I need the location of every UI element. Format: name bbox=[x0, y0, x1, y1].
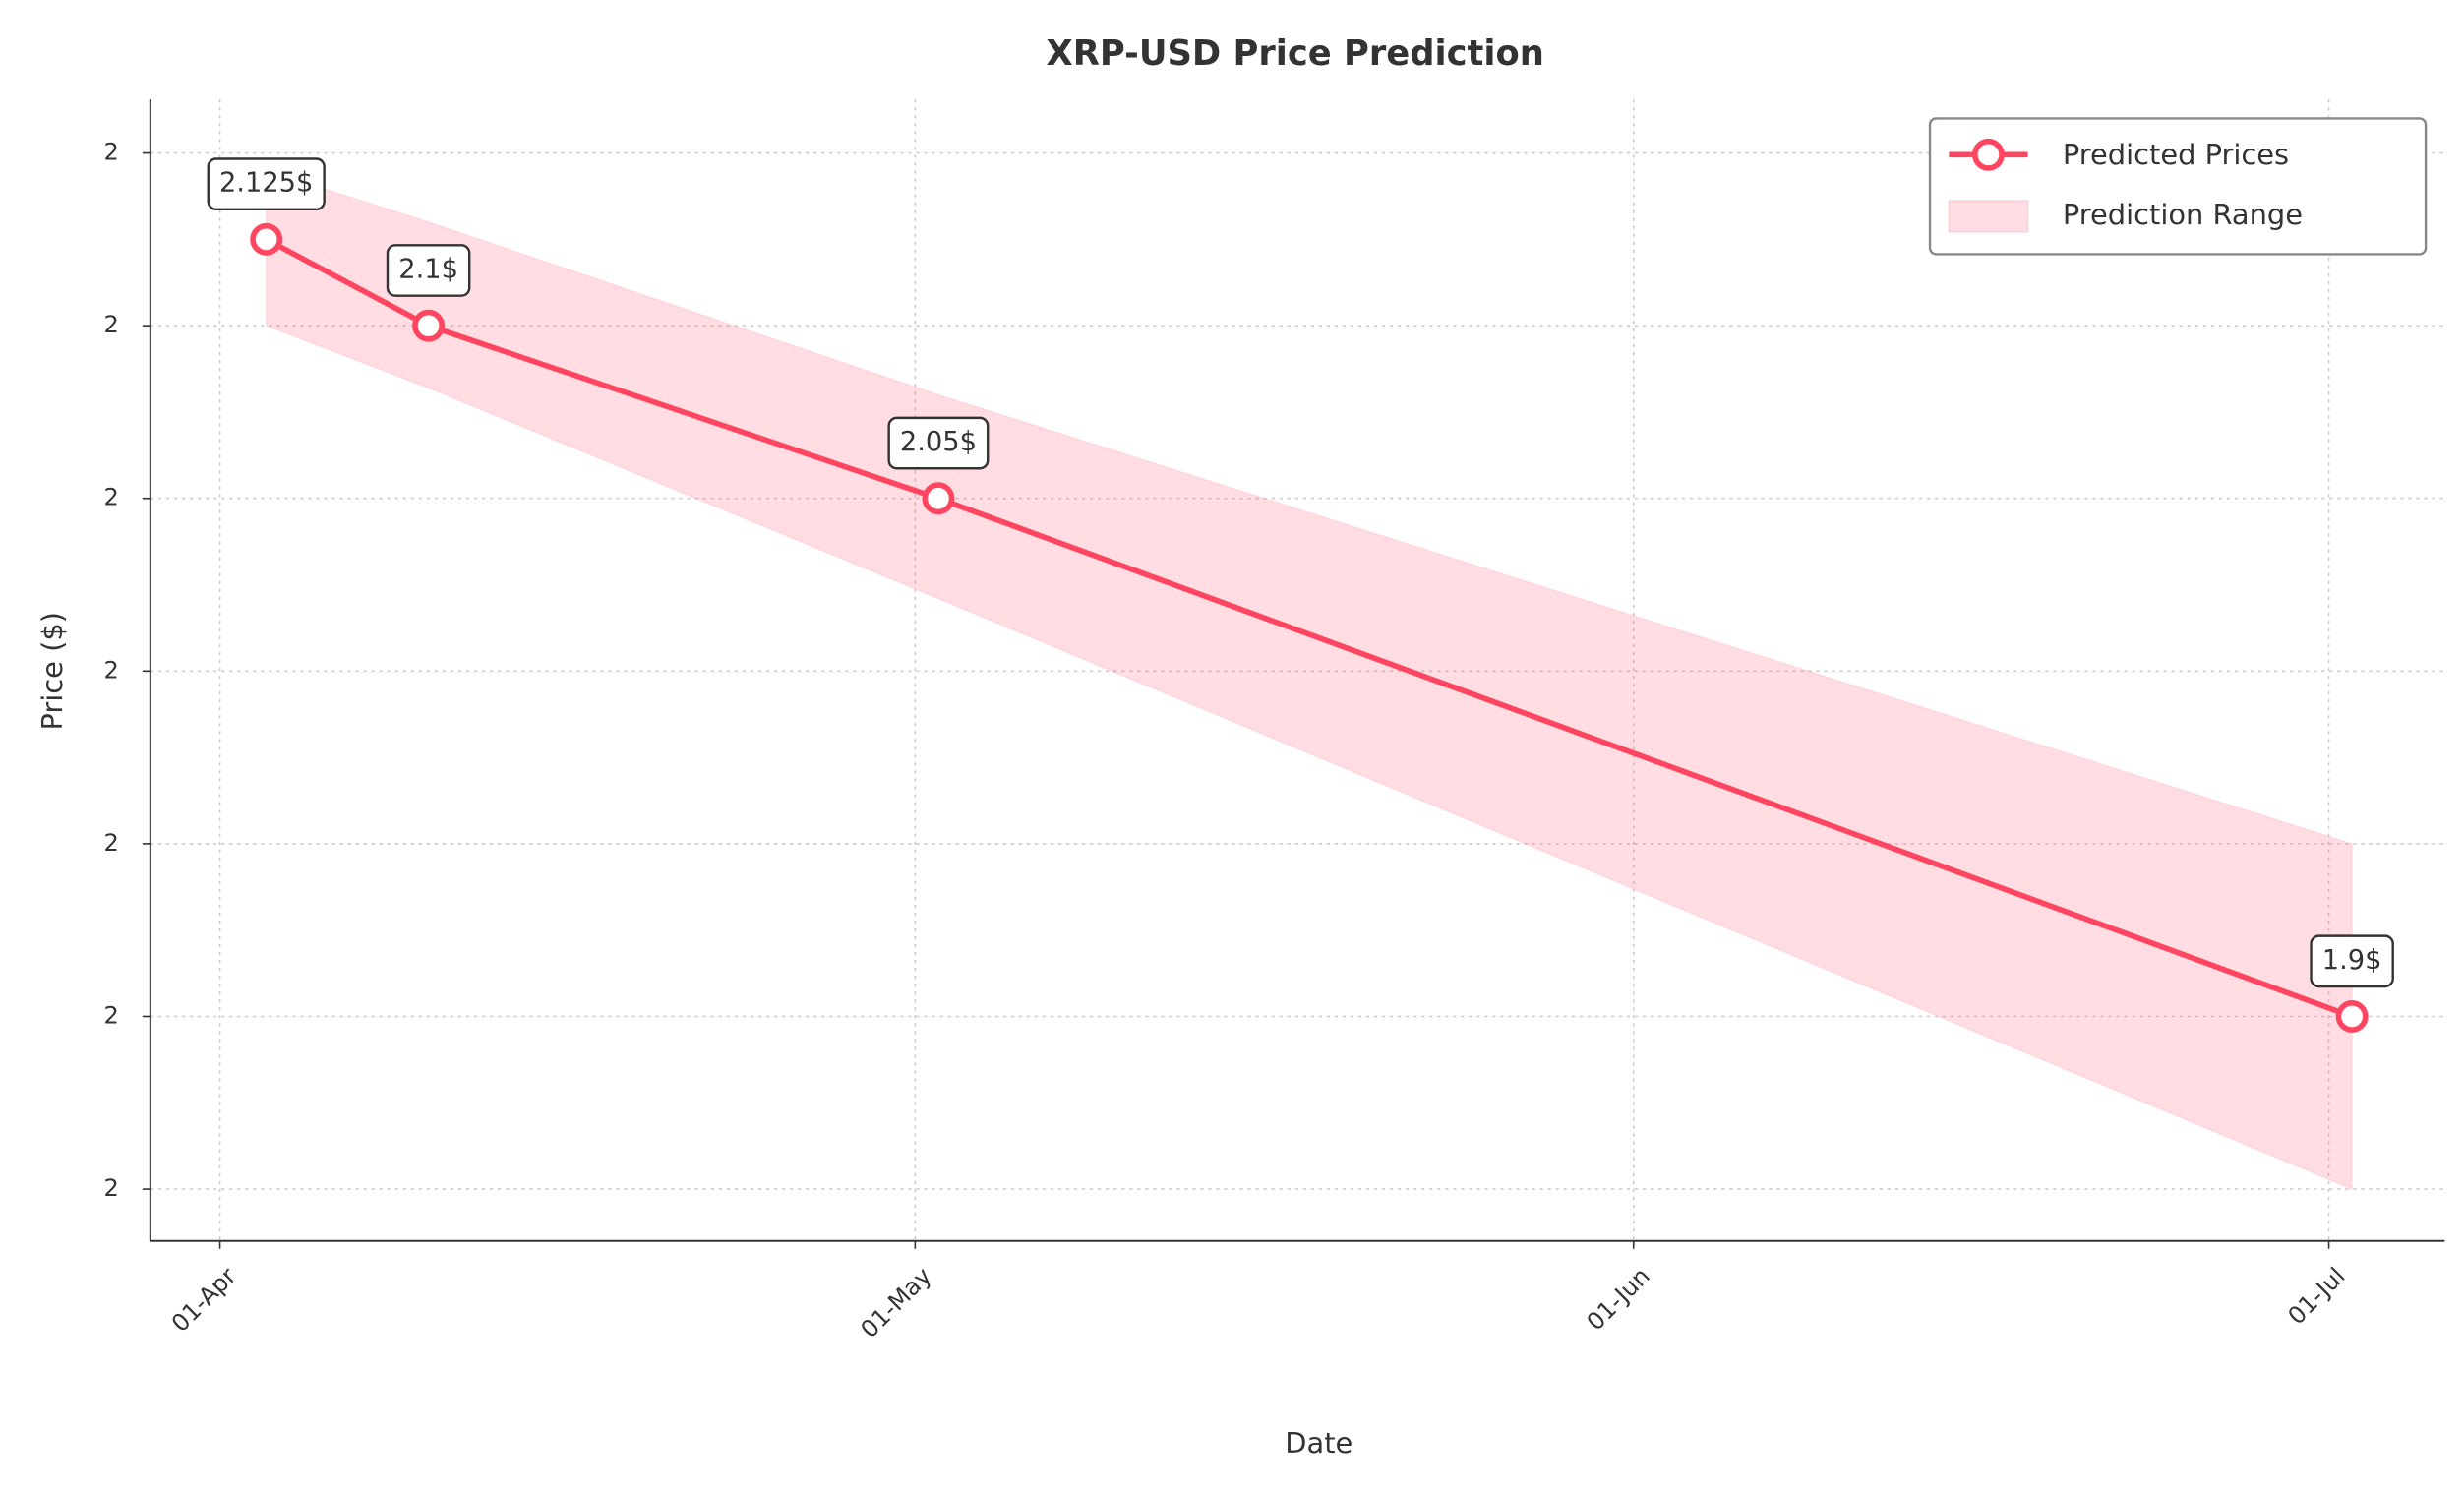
prediction-range bbox=[265, 169, 2353, 1191]
value-label-text: 2.1$ bbox=[398, 254, 458, 284]
x-tick-label: 01-Jul bbox=[2283, 1262, 2351, 1330]
legend-box bbox=[1928, 117, 2428, 256]
value-label-box bbox=[386, 244, 471, 297]
y-tick-label: 2 bbox=[103, 311, 118, 338]
point bbox=[412, 309, 446, 342]
value-label-box bbox=[887, 416, 990, 470]
y-tick-label: 2 bbox=[103, 484, 118, 511]
x-tick-label: 01-May bbox=[856, 1262, 937, 1343]
legend-label: Predicted Prices bbox=[2063, 138, 2289, 171]
value-label: 1.9$ bbox=[2310, 934, 2394, 988]
value-label-box bbox=[207, 157, 326, 211]
x-axis-label: Date bbox=[1285, 1426, 1352, 1460]
legend-swatch bbox=[1948, 200, 2029, 233]
value-label-text: 2.05$ bbox=[900, 427, 977, 457]
y-tick-label: 2 bbox=[103, 656, 118, 684]
y-axis-label: Price ($) bbox=[35, 612, 69, 731]
value-label-box bbox=[2310, 934, 2394, 988]
x-tick-label: 01-Jun bbox=[1582, 1262, 1655, 1336]
value-label-text: 1.9$ bbox=[2322, 945, 2382, 976]
point bbox=[250, 222, 283, 256]
point bbox=[922, 482, 955, 515]
value-label: 2.125$ bbox=[207, 157, 326, 211]
price-line bbox=[265, 236, 2354, 1020]
x-tick-label: 01-Apr bbox=[166, 1262, 242, 1338]
chart-title: XRP-USD Price Prediction bbox=[1047, 33, 1544, 74]
legend-marker bbox=[1971, 138, 2005, 171]
y-tick-label: 2 bbox=[103, 1174, 118, 1202]
y-tick-label: 2 bbox=[103, 1001, 118, 1029]
value-label-text: 2.125$ bbox=[219, 168, 313, 199]
y-tick-label: 2 bbox=[103, 829, 118, 857]
legend: Predicted Prices Prediction Range bbox=[1928, 117, 2428, 256]
point bbox=[2335, 1000, 2369, 1033]
y-tick-label: 2 bbox=[103, 139, 118, 166]
value-label: 2.1$ bbox=[386, 244, 471, 297]
legend-label: Prediction Range bbox=[2063, 198, 2303, 231]
value-label: 2.05$ bbox=[887, 416, 990, 470]
